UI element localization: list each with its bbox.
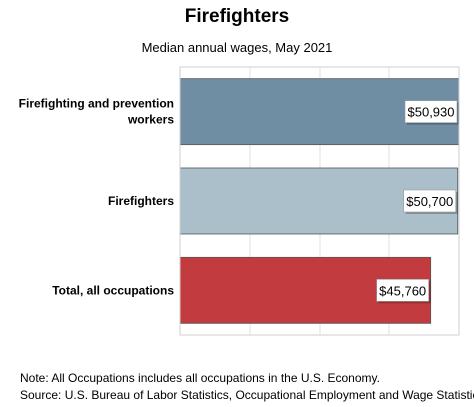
note-text: Note: All Occupations includes all occup… xyxy=(20,371,380,385)
data-label: $50,930 xyxy=(404,100,459,125)
category-label: Total, all occupations xyxy=(52,283,174,297)
category-label: Firefighters xyxy=(108,194,174,208)
chart-title: Firefighters xyxy=(184,6,290,27)
source-text: Source: U.S. Bureau of Labor Statistics,… xyxy=(20,388,474,402)
data-label: $45,760 xyxy=(376,279,431,304)
data-label-box xyxy=(376,279,429,302)
bars xyxy=(179,78,460,324)
data-label-box xyxy=(403,189,457,213)
footnotes: Note: All Occupations includes all occup… xyxy=(20,370,474,404)
data-label: $50,700 xyxy=(403,189,458,214)
value-labels: $50,930 $50,700 $45,760 xyxy=(376,100,459,304)
data-label-box xyxy=(404,100,458,123)
data-label-text: $45,760 xyxy=(379,283,426,298)
data-label-text: $50,700 xyxy=(406,194,453,209)
category-label: Firefighting and prevention workers xyxy=(19,97,175,127)
data-label-text: $50,930 xyxy=(408,105,455,120)
chart-subtitle: Median annual wages, May 2021 xyxy=(141,40,333,55)
category-labels: Firefighting and prevention workers Firefi… xyxy=(19,97,175,298)
plot-frame xyxy=(179,66,460,336)
bar-chart: Firefighting and prevention workers Firefi… xyxy=(19,66,460,336)
